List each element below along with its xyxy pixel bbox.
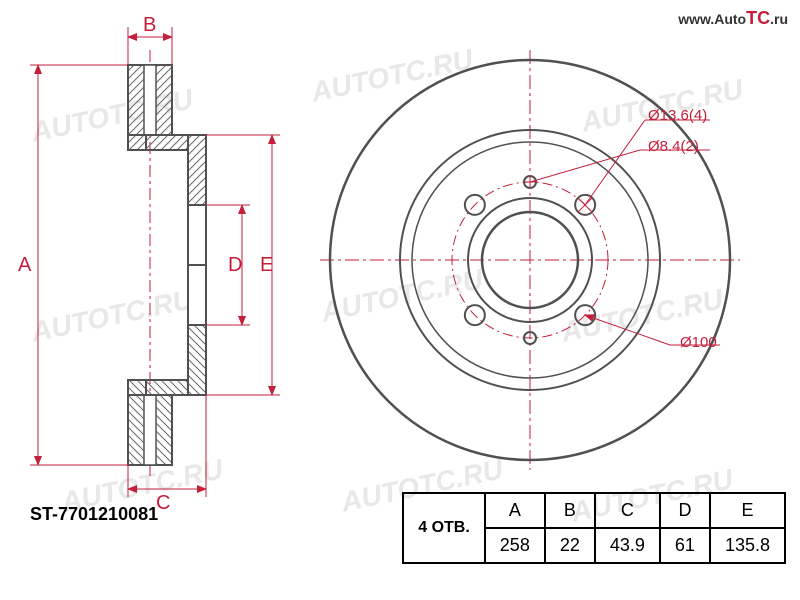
td-c: 43.9	[595, 528, 660, 563]
dimension-table: 4 ОТВ. A B C D E 258 22 43.9 61 135.8	[402, 492, 786, 564]
dim-label-e: E	[260, 254, 273, 277]
td-b: 22	[545, 528, 595, 563]
td-d: 61	[660, 528, 710, 563]
td-e: 135.8	[710, 528, 785, 563]
callout-small-hole: Ø8.4(2)	[648, 138, 699, 155]
dim-label-b: B	[143, 14, 156, 37]
section-lower	[128, 265, 206, 465]
side-view	[30, 27, 280, 497]
th-a: A	[485, 493, 545, 528]
callout-large-hole: Ø13.6(4)	[648, 107, 707, 124]
td-a: 258	[485, 528, 545, 563]
part-number: ST-7701210081	[30, 504, 158, 525]
dim-label-c: C	[156, 492, 170, 515]
th-b: B	[545, 493, 595, 528]
th-e: E	[710, 493, 785, 528]
th-d: D	[660, 493, 710, 528]
callout-bolt-circle: Ø100	[680, 334, 717, 351]
dim-label-a: A	[18, 254, 31, 277]
section-upper	[128, 65, 206, 265]
dim-label-d: D	[228, 254, 242, 277]
th-c: C	[595, 493, 660, 528]
hole-count-cell: 4 ОТВ.	[403, 493, 485, 563]
